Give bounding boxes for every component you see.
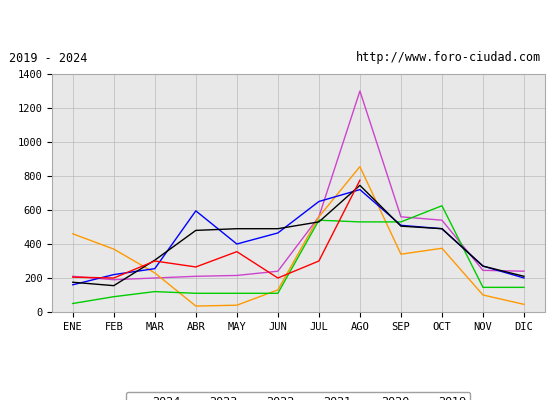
Legend: 2024, 2023, 2022, 2021, 2020, 2019: 2024, 2023, 2022, 2021, 2020, 2019 [126,392,470,400]
Text: Evolucion Nº Turistas Extranjeros en el municipio de Navata: Evolucion Nº Turistas Extranjeros en el … [67,14,483,28]
Text: 2019 - 2024: 2019 - 2024 [9,52,87,64]
Text: http://www.foro-ciudad.com: http://www.foro-ciudad.com [355,52,541,64]
